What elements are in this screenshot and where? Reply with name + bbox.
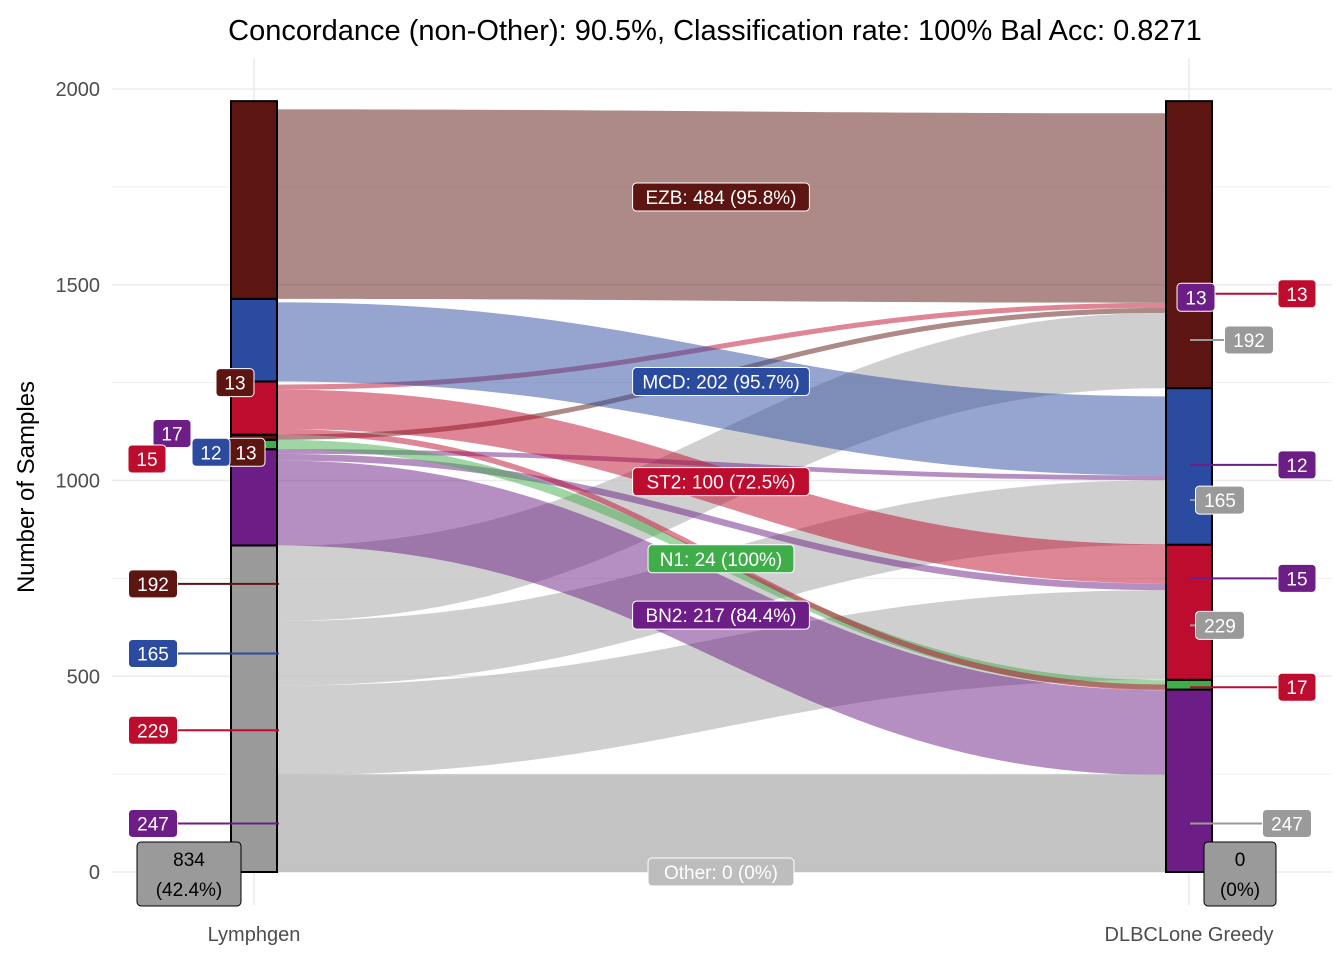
flow-label-mcd-box — [632, 366, 810, 396]
right-label-12: 12 — [1286, 456, 1307, 477]
right-summary-pct: (0%) — [1220, 880, 1260, 901]
right-stratum-ezb — [1165, 100, 1213, 390]
right-label-13: 13 — [1185, 288, 1206, 309]
left-summary-pct: (42.4%) — [156, 880, 223, 901]
right-label-15: 15 — [1286, 569, 1307, 590]
right-stratum-bn2 — [1165, 688, 1213, 873]
y-tick-label: 1500 — [56, 275, 101, 297]
right-label-15-box — [1277, 563, 1317, 593]
flow-st2-to-ezb — [277, 302, 1166, 390]
y-tick-label: 500 — [67, 666, 100, 688]
flow-other-unclassified — [277, 774, 1166, 872]
right-label-192-box — [1224, 325, 1274, 355]
chart-title: Concordance (non-Other): 90.5%, Classifi… — [228, 15, 1202, 47]
flow-label-n1: N1: 24 (100%) — [660, 550, 783, 571]
left-label-247-box — [128, 808, 178, 838]
left-stratum-mcd — [230, 297, 278, 383]
left-label-13: 13 — [224, 374, 245, 395]
flow-label-ezb-box — [632, 182, 810, 212]
flow-other-to-st2 — [277, 590, 1166, 776]
left-label-165-box — [128, 639, 178, 669]
y-tick-label: 2000 — [56, 79, 101, 101]
right-label-13-box — [1176, 282, 1216, 312]
right-label-165-box — [1195, 485, 1245, 515]
left-label-192-box — [128, 569, 178, 599]
left-label-15: 15 — [136, 450, 157, 471]
right-summary: 0 — [1235, 850, 1246, 871]
left-stratum-ezb — [230, 100, 278, 300]
flow-label-bn2: BN2: 217 (84.4%) — [645, 606, 796, 627]
right-stratum-mcd — [1165, 387, 1213, 546]
left-label-17: 17 — [161, 425, 182, 446]
flow-label-other: Other: 0 (0%) — [664, 863, 778, 884]
left-label-15-box — [127, 444, 167, 474]
left-label-192: 192 — [137, 575, 169, 596]
right-label-247-box — [1262, 808, 1312, 838]
left-label-247: 247 — [137, 814, 169, 835]
y-tick-label: 1000 — [56, 471, 101, 493]
left-label-13: 13 — [235, 443, 256, 464]
right-label-247: 247 — [1271, 814, 1303, 835]
y-tick-label: 0 — [89, 862, 100, 884]
right-label-13: 13 — [1286, 285, 1307, 306]
x-tick-label: DLBCLone Greedy — [1105, 924, 1274, 946]
right-label-229-box — [1195, 610, 1245, 640]
flow-bn2-to-st2 — [277, 453, 1166, 591]
x-tick-label: Lymphgen — [208, 924, 301, 946]
right-label-17: 17 — [1286, 678, 1307, 699]
y-axis-label: Number of Samples — [13, 381, 40, 593]
left-summary: 834 — [173, 850, 205, 871]
flow-label-bn2-box — [632, 600, 810, 630]
left-label-12: 12 — [200, 443, 221, 464]
flow-label-ezb: EZB: 484 (95.8%) — [645, 188, 796, 209]
right-summary-box — [1203, 841, 1277, 907]
flow-label-other-box — [647, 857, 795, 887]
right-label-229: 229 — [1204, 616, 1236, 637]
left-label-165: 165 — [137, 645, 169, 666]
left-label-12-box — [191, 437, 231, 467]
left-label-13-box — [215, 368, 255, 398]
flow-label-st2: ST2: 100 (72.5%) — [647, 473, 796, 494]
right-label-165: 165 — [1204, 491, 1236, 512]
right-label-192: 192 — [1233, 331, 1265, 352]
right-label-13-box — [1277, 279, 1317, 309]
right-label-12-box — [1277, 450, 1317, 480]
flow-label-st2-box — [632, 467, 810, 497]
left-summary-box — [136, 841, 242, 907]
flow-label-n1-box — [647, 544, 795, 574]
left-label-229-box — [128, 715, 178, 745]
right-label-17-box — [1277, 672, 1317, 702]
left-label-229: 229 — [137, 721, 169, 742]
left-label-17-box — [152, 419, 192, 449]
left-stratum-other — [230, 544, 278, 873]
labels: EZB: 484 (95.8%) MCD: 202 (95.7%) ST2: 100… — [127, 182, 1317, 907]
flow-label-mcd: MCD: 202 (95.7%) — [642, 372, 799, 393]
flow-bn2-to-mcd — [277, 449, 1166, 481]
